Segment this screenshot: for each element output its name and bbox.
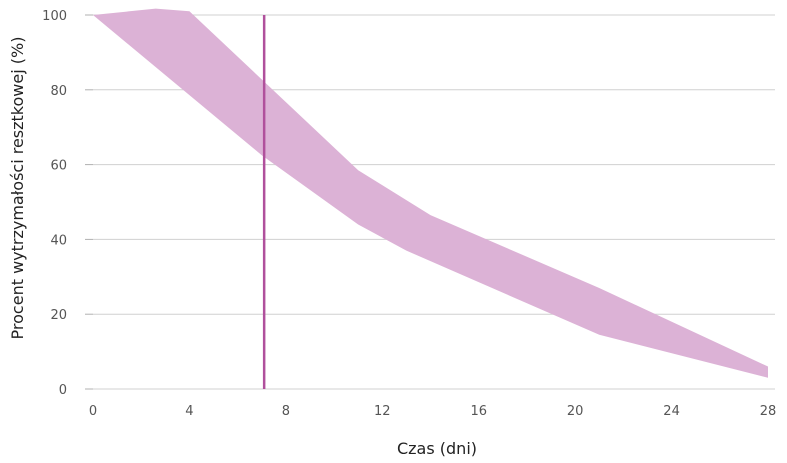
x-tick-label: 20	[567, 404, 584, 419]
x-axis-title: Czas (dni)	[397, 439, 477, 458]
x-tick-label: 8	[282, 404, 290, 419]
x-tick-label: 12	[374, 404, 391, 419]
x-tick-label: 28	[760, 404, 777, 419]
y-tick-label: 0	[59, 383, 67, 398]
y-axis-title: Procent wytrzymałości resztkowej (%)	[8, 37, 27, 340]
y-tick-label: 40	[50, 233, 67, 248]
band-layer	[93, 8, 768, 378]
y-tick-label: 60	[50, 159, 67, 174]
x-tick-label: 24	[663, 404, 680, 419]
tick-layer: 0 20 40 60 80 100 0 4 8 12 16 20 24 28	[42, 9, 776, 419]
y-tick-label: 100	[42, 9, 67, 24]
axis-layer	[85, 14, 93, 390]
y-tick-label: 20	[50, 308, 67, 323]
x-tick-label: 0	[89, 404, 97, 419]
y-tick-label: 80	[50, 84, 67, 99]
strength-band	[93, 8, 768, 378]
x-tick-label: 16	[470, 404, 487, 419]
x-tick-label: 4	[185, 404, 193, 419]
